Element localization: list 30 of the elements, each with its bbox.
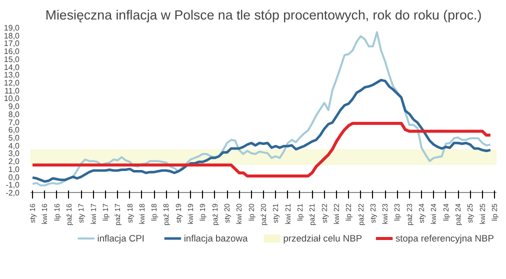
y-tick-label: 7,0 [8,118,20,127]
y-tick-label: 17,0 [4,39,20,48]
y-tick-label: -2,0 [6,188,20,198]
y-tick-label: 3,0 [8,149,20,158]
y-tick-label: 10,0 [4,94,20,104]
y-tick-label: 19,0 [4,24,20,32]
y-tick-label: -1,0 [6,180,20,190]
line-series [32,31,492,186]
y-tick-label: 6,0 [8,126,20,135]
line-series [31,78,492,183]
line-series [31,122,492,178]
y-tick-label: 11,0 [4,86,20,96]
y-tick-label: 13,0 [4,70,20,80]
y-tick-label: 16,0 [4,47,20,56]
y-tick-label: 18,0 [4,31,20,40]
y-tick-label: 4,0 [8,141,20,150]
y-tick-label: 1,0 [8,164,20,174]
y-tick-label: 12,0 [4,78,20,88]
y-tick-label: 2,0 [8,157,20,166]
y-tick-label: 15,0 [4,54,20,64]
legend-label: inflacja bazowa [184,234,248,244]
legend-label: inflacja CPI [97,234,144,244]
y-tick-label: 14,0 [4,62,20,72]
legend-label: stopa referencyjna NBP [395,234,494,244]
y-tick-label: 0,0 [8,172,20,182]
legend-label: przedział celu NBP [283,234,362,244]
chart-title: Miesięczna inflacja w Polsce na tle stóp procentowych, rok do roku (proc.) [45,8,482,22]
y-tick-label: 5,0 [8,134,20,142]
y-tick-label: 9,0 [8,102,20,112]
y-tick-label: 8,0 [8,110,20,119]
